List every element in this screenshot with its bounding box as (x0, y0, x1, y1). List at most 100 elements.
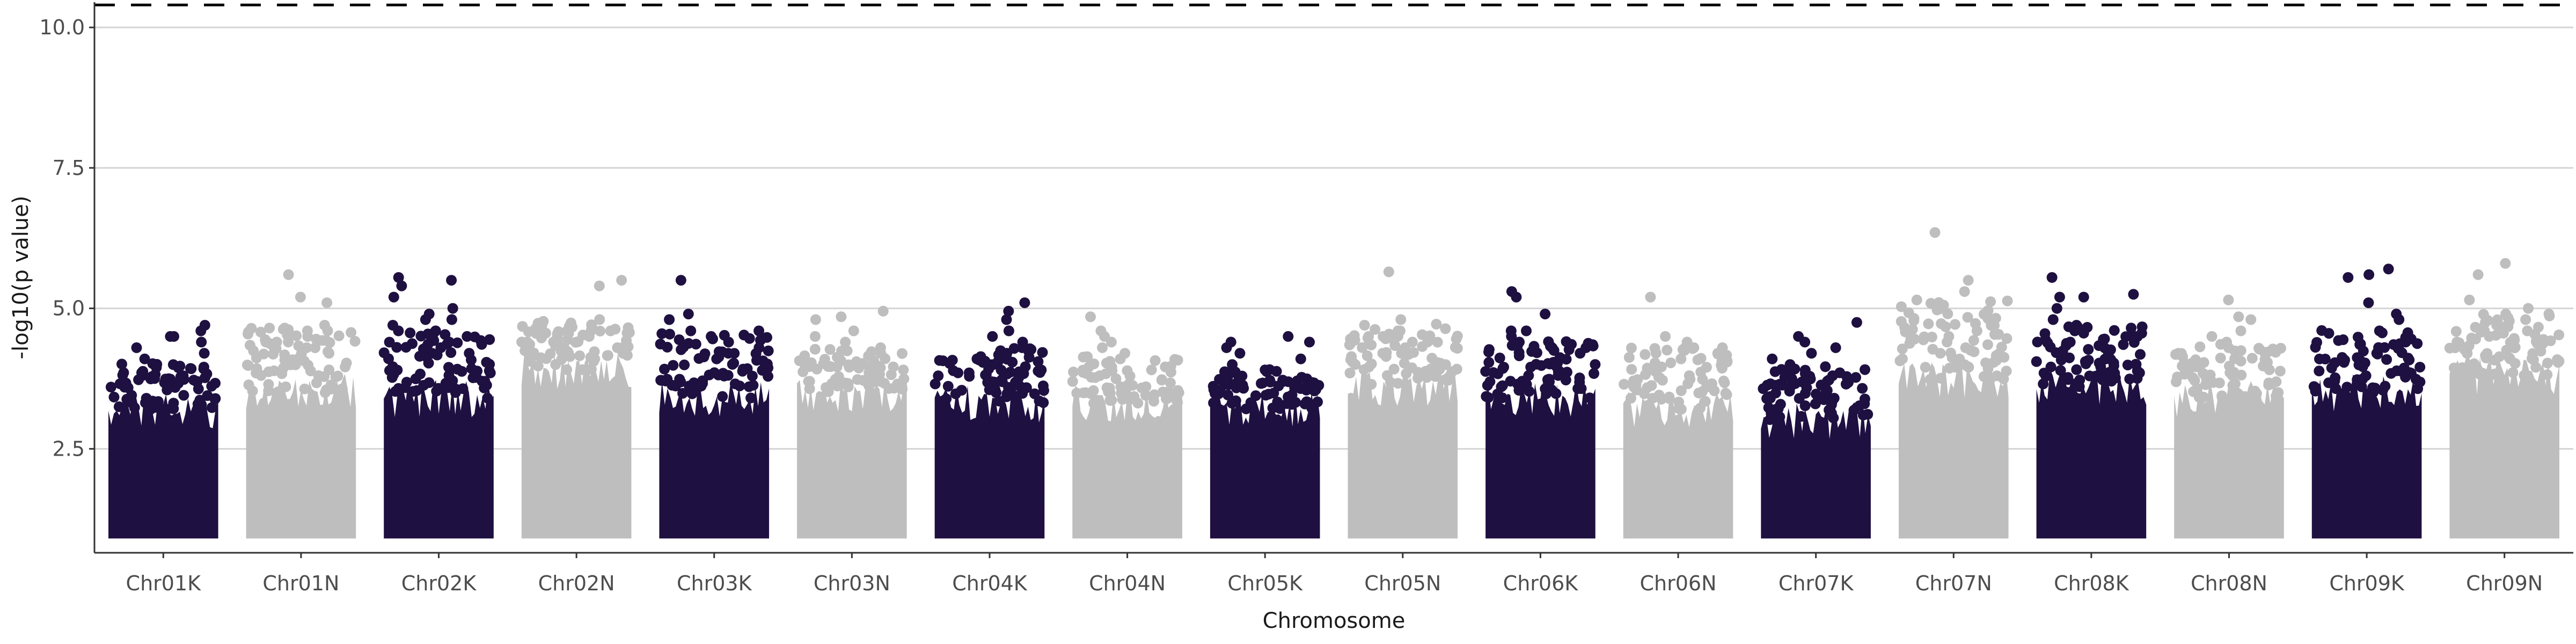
data-point (941, 393, 952, 405)
data-point (2326, 362, 2337, 374)
data-point (1446, 366, 1458, 377)
data-point (2477, 368, 2488, 379)
data-point (1124, 370, 1136, 382)
data-point (178, 390, 189, 401)
data-point (2135, 349, 2146, 360)
outlier-point (683, 309, 694, 320)
data-point (1140, 381, 1152, 392)
outlier-point (324, 348, 335, 359)
y-tick-label: 7.5 (53, 156, 85, 180)
data-point (170, 382, 181, 393)
outlier-point (706, 331, 717, 342)
data-point (1697, 374, 1708, 385)
data-point (1695, 402, 1706, 414)
x-tick-label: Chr09K (2329, 572, 2405, 595)
data-point (2338, 334, 2349, 345)
outlier-point (1830, 342, 1841, 353)
data-point (1033, 356, 1044, 367)
data-point (948, 365, 959, 376)
y-axis-ticks: 2.5 5.0 7.5 10.0 (39, 16, 94, 460)
data-point (2354, 339, 2366, 350)
outlier-point (271, 336, 282, 348)
data-point (1525, 362, 1536, 372)
data-point (1834, 367, 1846, 378)
outlier-point (388, 291, 399, 303)
data-point (1962, 312, 1973, 323)
data-point (1923, 318, 1934, 330)
data-point (717, 391, 728, 402)
dense-points (2036, 369, 2147, 539)
data-point (450, 384, 462, 394)
data-point (320, 335, 332, 346)
outlier-point (2129, 331, 2140, 342)
dense-points (108, 393, 218, 539)
data-point (105, 382, 116, 393)
data-point (427, 348, 438, 359)
data-point (1165, 377, 1176, 389)
data-point (2457, 362, 2468, 373)
data-point (1896, 301, 1907, 312)
data-point (319, 371, 330, 382)
x-tick-label: Chr07N (1915, 572, 1992, 595)
data-point (1918, 334, 1929, 346)
data-point (1289, 382, 1300, 393)
data-point (1820, 383, 1831, 394)
data-point (1170, 394, 1182, 405)
data-point (1521, 379, 1532, 390)
data-point (1811, 389, 1821, 400)
data-point (1156, 374, 1167, 385)
data-point (659, 363, 670, 375)
data-point (841, 345, 853, 356)
data-point (414, 350, 425, 362)
data-point (1950, 319, 1960, 330)
outlier-point (2363, 297, 2374, 309)
outlier-point (1097, 342, 1108, 353)
data-point (346, 327, 357, 338)
data-point (1149, 389, 1160, 400)
data-point (2001, 333, 2012, 344)
data-point (1208, 397, 1219, 408)
outlier-point (2491, 320, 2502, 331)
outlier-point (552, 336, 563, 348)
outlier-point (2484, 331, 2495, 342)
data-point (1362, 350, 1373, 361)
data-point (1857, 409, 1869, 421)
outlier-point (1911, 294, 1922, 305)
data-point (1647, 393, 1658, 404)
data-point (2039, 328, 2051, 339)
outlier-point (260, 336, 272, 348)
data-point (1275, 403, 1285, 414)
data-point (2480, 353, 2492, 363)
data-point (674, 334, 685, 345)
data-point (2267, 343, 2279, 355)
data-point (1385, 377, 1396, 388)
x-tick-label: Chr09N (2466, 572, 2543, 595)
data-point (2062, 374, 2074, 385)
data-point (1264, 375, 1276, 386)
data-point (294, 352, 305, 363)
data-point (933, 370, 944, 382)
data-point (1826, 408, 1837, 419)
dense-points (1072, 385, 1182, 539)
data-point (1214, 384, 1226, 396)
outlier-point (612, 342, 623, 353)
data-point (602, 350, 613, 361)
data-point (1450, 342, 1461, 353)
data-point (1628, 375, 1639, 386)
data-point (1013, 372, 1024, 383)
data-point (1978, 309, 1989, 320)
data-point (1007, 356, 1018, 368)
data-point (993, 396, 1005, 407)
outlier-point (2363, 269, 2375, 280)
data-point (1344, 368, 1356, 378)
data-point (415, 368, 426, 379)
data-point (2533, 321, 2544, 333)
outlier-point (2233, 311, 2244, 323)
data-point (1286, 399, 1298, 410)
data-point (1619, 379, 1630, 390)
data-point (1652, 362, 1663, 373)
dense-points (1761, 402, 1871, 539)
data-point (858, 375, 869, 386)
data-point (2396, 347, 2407, 358)
outlier-point (1234, 348, 1246, 359)
